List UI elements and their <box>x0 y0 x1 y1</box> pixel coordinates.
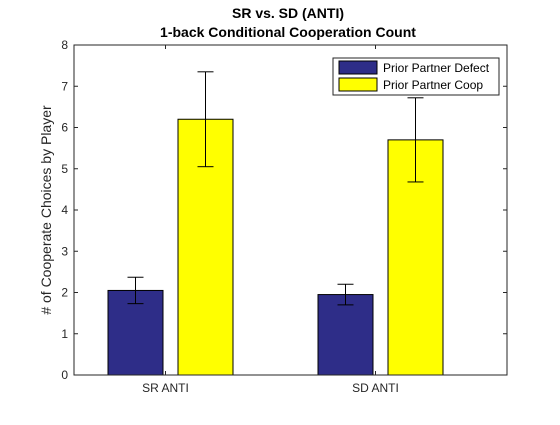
error-bars-layer <box>127 71 424 306</box>
y-tick-label: 5 <box>61 162 68 176</box>
error-bar-prior-partner-defect-sr-anti <box>127 276 144 305</box>
error-bar-prior-partner-coop-sd-anti <box>407 97 424 183</box>
legend-swatch-prior-partner-defect <box>338 60 378 75</box>
bar-prior-partner-defect-sd-anti <box>317 294 374 376</box>
x-tick-label-sr-anti: SR ANTI <box>142 381 189 395</box>
error-bar-prior-partner-coop-sr-anti <box>197 71 214 168</box>
y-tick-label: 8 <box>61 38 68 52</box>
x-axis: SR ANTI SD ANTI <box>142 45 399 395</box>
bar-prior-partner-defect-sr-anti <box>107 289 164 376</box>
x-tick-label-sd-anti: SD ANTI <box>352 381 399 395</box>
y-tick-label: 6 <box>61 121 68 135</box>
y-tick-label: 2 <box>61 286 68 300</box>
y-tick-label: 3 <box>61 244 68 258</box>
legend: Prior Partner Defect Prior Partner Coop <box>332 57 500 96</box>
chart-subtitle: 1-back Conditional Cooperation Count <box>160 24 416 40</box>
legend-swatch-prior-partner-coop <box>338 77 378 92</box>
y-tick-label: 7 <box>61 79 68 93</box>
y-axis-label: # of Cooperate Choices by Player <box>38 105 54 315</box>
legend-label-prior-partner-coop: Prior Partner Coop <box>383 78 483 92</box>
chart-title: SR vs. SD (ANTI) <box>232 5 344 21</box>
y-axis: 0 1 2 3 4 5 6 7 8 <box>61 38 507 382</box>
y-tick-label: 0 <box>61 368 68 382</box>
y-tick-label: 4 <box>61 203 68 217</box>
error-bar-prior-partner-defect-sd-anti <box>337 283 354 306</box>
y-tick-label: 1 <box>61 327 68 341</box>
legend-label-prior-partner-defect: Prior Partner Defect <box>383 61 490 75</box>
bars-layer <box>107 118 444 376</box>
